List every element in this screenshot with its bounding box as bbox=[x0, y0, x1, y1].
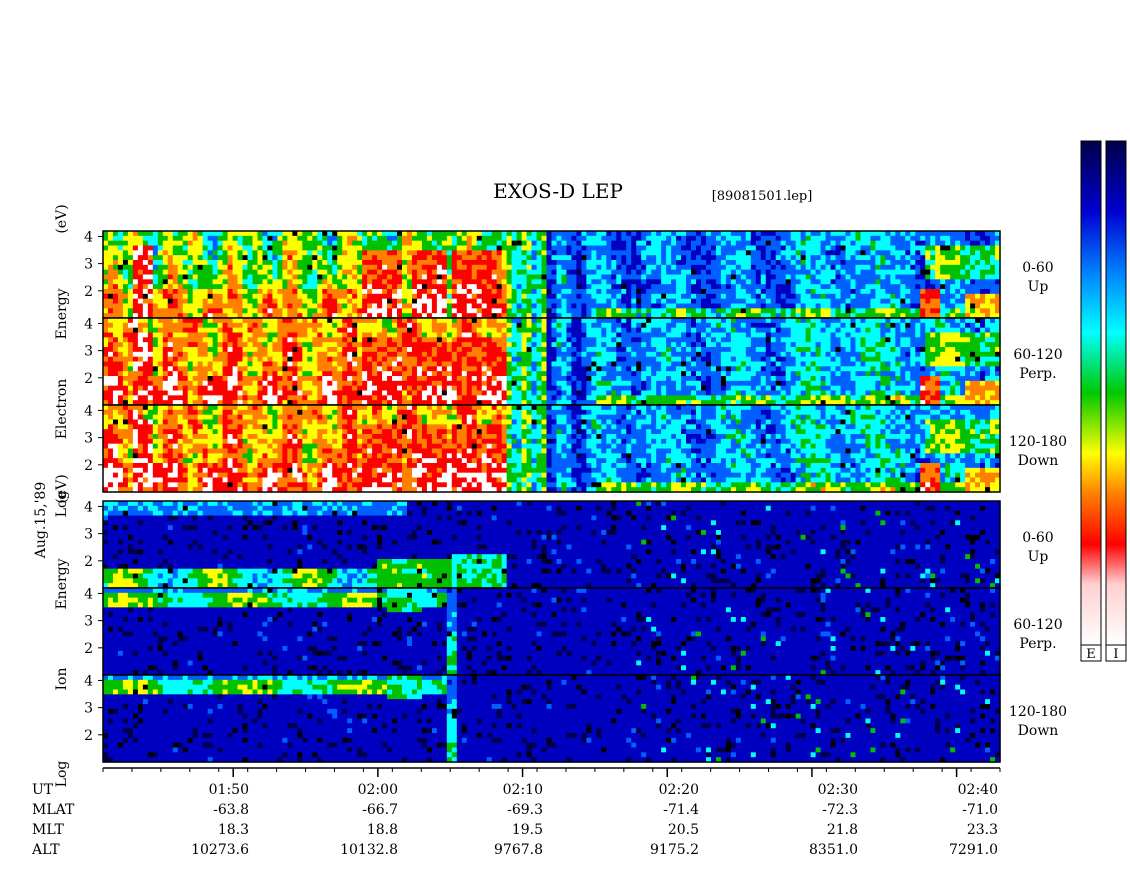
footer-ut-value: 02:30 bbox=[818, 782, 858, 798]
ylabel-ion-1: Log bbox=[54, 761, 70, 788]
footer-mlat-value: -71.4 bbox=[663, 802, 699, 818]
channel-direction: Up bbox=[1028, 279, 1049, 295]
y-tick-label: 3 bbox=[84, 527, 93, 543]
channel-labels: 0-60 Up 60-120 Perp. 120-180 Down 0-60 Up 60-120… bbox=[1009, 260, 1067, 739]
ylabel-electron-1: Log bbox=[54, 491, 70, 518]
spectrogram-panel-3: 4 3 2 bbox=[84, 403, 1001, 493]
y-tick-label: 2 bbox=[84, 641, 93, 657]
footer-ut-value: 02:10 bbox=[503, 782, 543, 798]
footer-mlt-value: 18.3 bbox=[218, 822, 249, 838]
y-tick-label: 4 bbox=[84, 403, 93, 419]
channel-direction: Perp. bbox=[1019, 366, 1056, 382]
y-tick-label: 3 bbox=[84, 257, 93, 273]
spectrogram-panel-1: 4 3 2 bbox=[84, 229, 1001, 319]
footer-mlat-value: -69.3 bbox=[507, 802, 543, 818]
ylabel-electron-3: Energy bbox=[54, 288, 70, 339]
channel-direction: Down bbox=[1018, 723, 1059, 739]
y-tick-label: 4 bbox=[84, 499, 93, 515]
channel-range: 60-120 bbox=[1013, 347, 1062, 363]
footer-mlt-value: 20.5 bbox=[668, 822, 699, 838]
footer-label-ut: UT bbox=[32, 782, 54, 798]
chart-title: EXOS-D LEP bbox=[493, 179, 623, 203]
y-tick-label: 2 bbox=[84, 284, 93, 300]
ylabel-ion-3: Energy bbox=[54, 558, 70, 609]
colorbar-electron: E bbox=[1080, 140, 1102, 662]
footer-mlt-value: 23.3 bbox=[967, 822, 998, 838]
x-axis bbox=[102, 767, 1001, 777]
y-tick-label: 4 bbox=[84, 586, 93, 602]
orbit-footer: UT MLAT MLT ALT 01:50 -63.8 18.3 10273.6 02:00 -6… bbox=[31, 782, 998, 858]
y-tick-label: 3 bbox=[84, 344, 93, 360]
y-tick-label: 2 bbox=[84, 728, 93, 744]
date-label: Aug.15,'89 bbox=[33, 482, 49, 559]
ylabel-electron-4: (eV) bbox=[54, 204, 70, 233]
y-tick-label: 3 bbox=[84, 614, 93, 630]
panel-frame bbox=[102, 674, 1001, 763]
ylabel-ion-2: Ion bbox=[54, 668, 70, 691]
footer-label-alt: ALT bbox=[31, 842, 60, 858]
footer-alt-value: 9175.2 bbox=[650, 842, 699, 858]
channel-range: 60-120 bbox=[1013, 617, 1062, 633]
spectrogram-panel-6: 4 3 2 bbox=[84, 673, 1001, 763]
ylabel-electron-2: Electron bbox=[54, 379, 70, 440]
panel-frame bbox=[102, 404, 1001, 493]
channel-direction: Perp. bbox=[1019, 636, 1056, 652]
colorbar-ion: I bbox=[1105, 140, 1127, 662]
footer-alt-value: 8351.0 bbox=[809, 842, 858, 858]
spectrogram-panel-4: 4 3 2 bbox=[84, 499, 1001, 589]
y-tick-label: 4 bbox=[84, 673, 93, 689]
footer-alt-value: 7291.0 bbox=[949, 842, 998, 858]
y-tick-label: 2 bbox=[84, 458, 93, 474]
channel-range: 120-180 bbox=[1009, 434, 1067, 450]
y-tick-label: 4 bbox=[84, 316, 93, 332]
footer-mlat-value: -72.3 bbox=[822, 802, 858, 818]
ylabel-ion-4: (eV) bbox=[54, 474, 70, 503]
footer-mlt-value: 21.8 bbox=[827, 822, 858, 838]
y-tick-label: 3 bbox=[84, 701, 93, 717]
footer-mlat-value: -66.7 bbox=[362, 802, 398, 818]
channel-range: 120-180 bbox=[1009, 704, 1067, 720]
colorbar-label-i: I bbox=[1113, 647, 1118, 662]
footer-mlt-value: 19.5 bbox=[512, 822, 543, 838]
y-tick-label: 2 bbox=[84, 371, 93, 387]
channel-range: 0-60 bbox=[1022, 530, 1053, 546]
spectrogram-panel-2: 4 3 2 bbox=[84, 316, 1001, 406]
spectrogram-panels: 4 3 2 4 3 2 4 3 2 4 3 2 4 3 2 4 3 2 bbox=[84, 229, 1001, 763]
y-tick-label: 3 bbox=[84, 431, 93, 447]
footer-label-mlt: MLT bbox=[32, 822, 64, 838]
channel-direction: Up bbox=[1028, 549, 1049, 565]
footer-label-mlat: MLAT bbox=[32, 802, 75, 818]
y-tick-label: 4 bbox=[84, 229, 93, 245]
footer-alt-value: 10273.6 bbox=[191, 842, 249, 858]
chart-subtitle: [89081501.lep] bbox=[712, 189, 813, 204]
footer-mlat-value: -63.8 bbox=[213, 802, 249, 818]
footer-alt-value: 10132.8 bbox=[340, 842, 398, 858]
footer-mlt-value: 18.8 bbox=[367, 822, 398, 838]
footer-ut-value: 02:20 bbox=[659, 782, 699, 798]
spectrogram-panel-5: 4 3 2 bbox=[84, 586, 1001, 676]
channel-direction: Down bbox=[1018, 453, 1059, 469]
footer-mlat-value: -71.0 bbox=[962, 802, 998, 818]
footer-ut-value: 02:00 bbox=[358, 782, 398, 798]
colorbar-label-e: E bbox=[1086, 647, 1096, 662]
y-tick-label: 2 bbox=[84, 554, 93, 570]
footer-alt-value: 9767.8 bbox=[494, 842, 543, 858]
channel-range: 0-60 bbox=[1022, 260, 1053, 276]
footer-ut-value: 01:50 bbox=[209, 782, 249, 798]
footer-ut-value: 02:40 bbox=[958, 782, 998, 798]
